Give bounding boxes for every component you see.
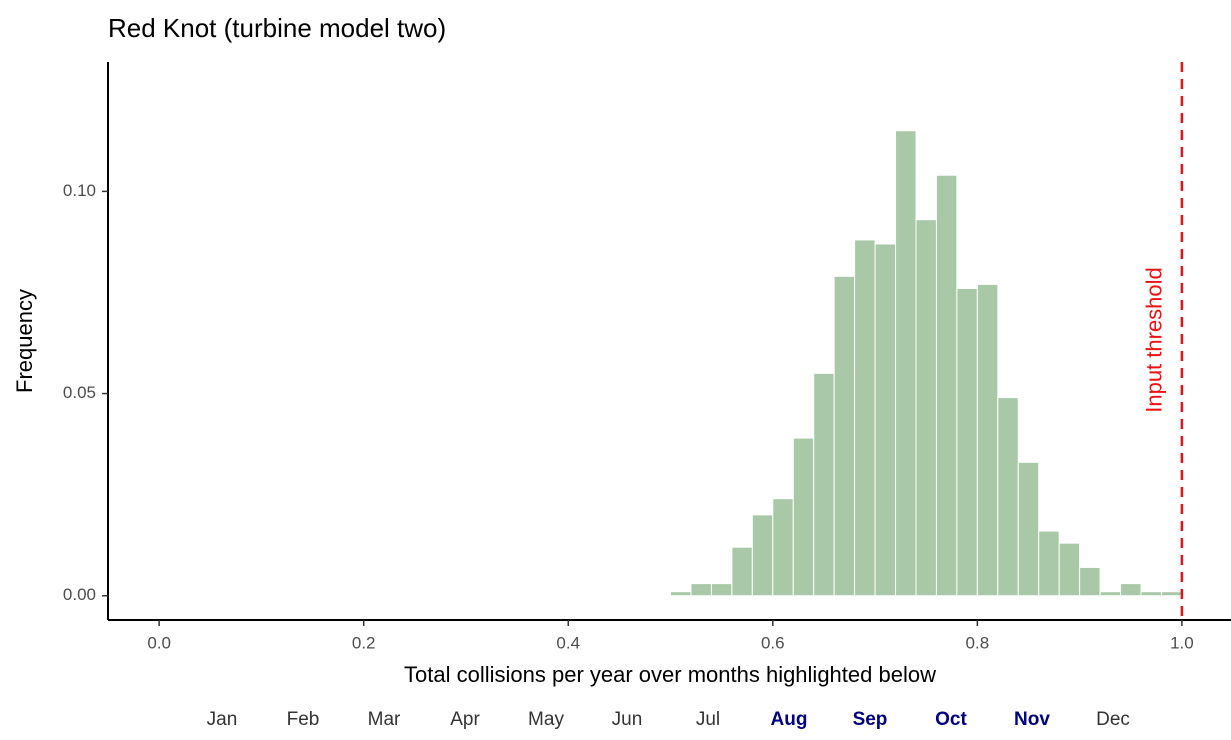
y-tick-label: 0.05 xyxy=(63,383,96,402)
y-tick-label: 0.10 xyxy=(63,181,96,200)
bar xyxy=(731,546,753,597)
bar xyxy=(710,583,733,597)
bar xyxy=(895,130,917,597)
bar xyxy=(813,372,835,597)
bar xyxy=(976,283,999,597)
bar xyxy=(915,219,937,597)
y-tick-label: 0.00 xyxy=(63,585,96,604)
bar xyxy=(1160,591,1183,597)
bar xyxy=(833,275,856,597)
bar xyxy=(670,591,692,597)
bar xyxy=(751,514,774,597)
month-label: Nov xyxy=(1014,709,1050,730)
month-label: Dec xyxy=(1096,709,1130,730)
bar xyxy=(1017,461,1040,597)
month-label: Jun xyxy=(612,709,643,730)
bar xyxy=(1099,591,1122,597)
month-label: Oct xyxy=(935,709,967,730)
month-label: Feb xyxy=(287,709,320,730)
chart-title: Red Knot (turbine model two) xyxy=(108,13,446,43)
month-label: Apr xyxy=(450,709,480,730)
x-tick-label: 0.2 xyxy=(352,633,376,652)
bar xyxy=(772,498,794,597)
bar xyxy=(1038,530,1060,597)
bar xyxy=(1120,583,1142,597)
bar xyxy=(1079,566,1101,597)
month-label: Sep xyxy=(853,709,888,730)
month-label: May xyxy=(528,709,564,730)
bar xyxy=(935,174,958,597)
x-tick-label: 0.6 xyxy=(761,633,785,652)
bar xyxy=(956,287,978,597)
month-label: Jan xyxy=(207,709,238,730)
bar xyxy=(690,583,712,597)
threshold-label: Input threshold xyxy=(1142,267,1167,413)
x-tick-label: 0.0 xyxy=(147,633,171,652)
y-axis-title: Frequency xyxy=(12,289,37,393)
x-tick-label: 1.0 xyxy=(1170,633,1194,652)
x-tick-label: 0.4 xyxy=(556,633,580,652)
month-label: Jul xyxy=(696,709,720,730)
x-tick-label: 0.8 xyxy=(966,633,990,652)
bar xyxy=(997,397,1019,597)
bar xyxy=(792,437,815,597)
bar xyxy=(1140,591,1162,597)
bar xyxy=(874,243,897,597)
month-label: Mar xyxy=(368,709,401,730)
bar xyxy=(1058,542,1081,597)
month-label: Aug xyxy=(771,709,808,730)
bar xyxy=(854,239,876,597)
x-axis-title: Total collisions per year over months hi… xyxy=(404,662,936,687)
